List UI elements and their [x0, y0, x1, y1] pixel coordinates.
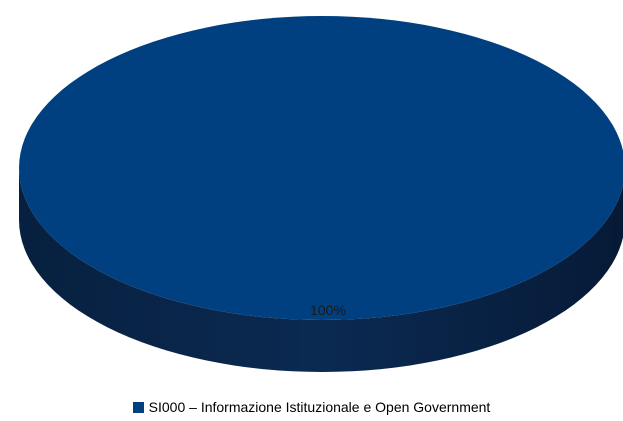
legend-swatch — [132, 401, 144, 413]
pie-slice — [19, 16, 623, 320]
legend-label: SI000 – Informazione Istituzionale e Ope… — [148, 399, 491, 415]
data-label: 100% — [310, 302, 346, 318]
legend: SI000 – Informazione Istituzionale e Ope… — [0, 399, 623, 415]
pie-slice-side — [19, 168, 623, 372]
